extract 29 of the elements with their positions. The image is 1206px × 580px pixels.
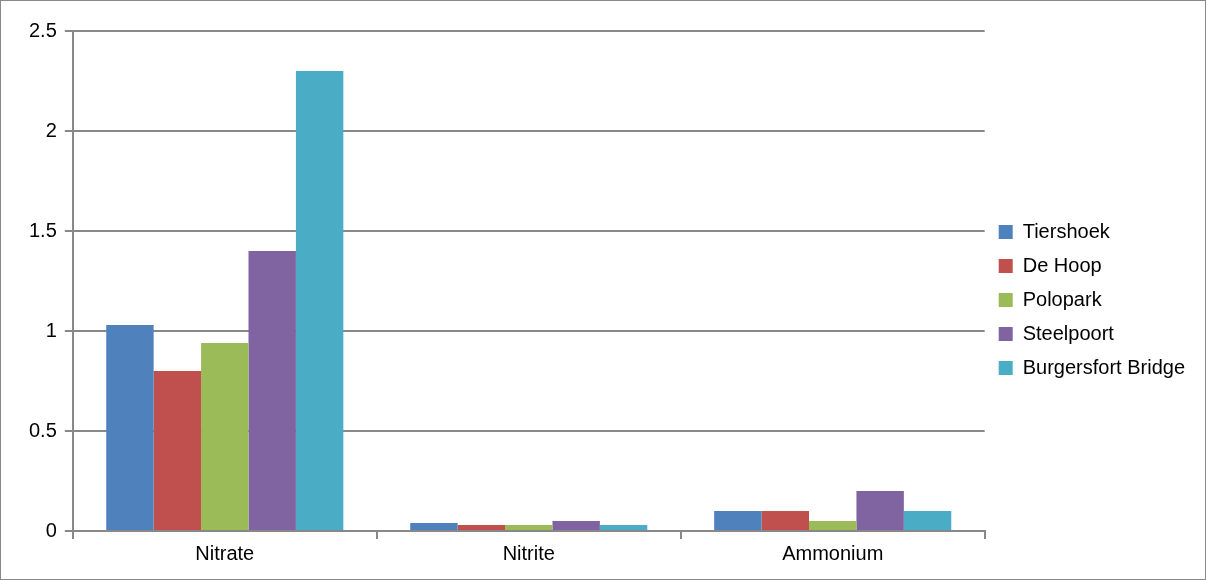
bar	[106, 325, 154, 530]
x-tick-label: Nitrate	[195, 541, 255, 564]
x-tick-label: Ammonium	[782, 541, 884, 564]
y-tick-label: 2.5	[28, 18, 57, 41]
y-tick-label: 1.5	[28, 218, 57, 241]
bar	[761, 511, 810, 530]
legend-label: De Hoop	[1022, 253, 1102, 276]
bar	[903, 511, 952, 530]
bar	[201, 343, 249, 530]
y-tick-label: 1	[45, 318, 57, 341]
bar	[809, 521, 857, 530]
bar	[505, 525, 553, 530]
x-tick-label: Nitrite	[502, 541, 555, 564]
bar	[295, 71, 344, 530]
bar	[856, 491, 904, 530]
bar	[552, 521, 600, 530]
bar	[599, 525, 648, 530]
legend-label: Burgersfort Bridge	[1022, 355, 1185, 378]
y-tick-label: 0.5	[28, 418, 57, 441]
bar	[248, 251, 296, 530]
bar	[457, 525, 506, 530]
y-tick-label: 0	[45, 518, 57, 541]
bar	[153, 371, 202, 530]
bar	[714, 511, 762, 530]
legend-label: Tiershoek	[1022, 219, 1111, 242]
y-tick-label: 2	[45, 118, 57, 141]
legend-label: Polopark	[1022, 287, 1103, 310]
legend-label: Steelpoort	[1022, 321, 1115, 344]
bar	[410, 523, 458, 530]
